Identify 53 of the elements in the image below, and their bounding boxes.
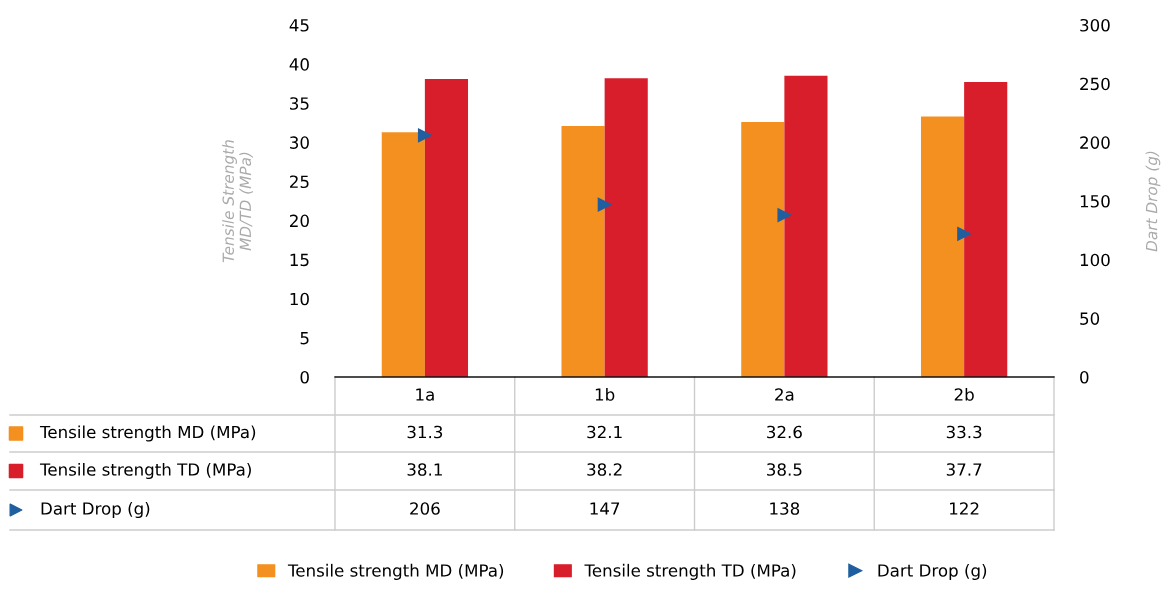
y-tick-label: 25 xyxy=(290,175,309,189)
bar xyxy=(381,132,425,377)
point xyxy=(417,128,432,143)
y-tick-label: 30 xyxy=(290,136,309,149)
bar xyxy=(920,116,965,377)
bar xyxy=(964,82,1008,377)
data-label: 32.6 xyxy=(767,425,802,439)
y-tick-label: 45 xyxy=(289,19,309,32)
y-tick-label: 10 xyxy=(290,292,309,306)
y2-tick-label: 0 xyxy=(1080,370,1089,384)
bar xyxy=(741,122,785,377)
point xyxy=(777,208,792,223)
y-tick-label: 5 xyxy=(300,332,309,345)
data-label: 138 xyxy=(770,502,800,515)
x-tick-label: 1b xyxy=(595,387,615,401)
y-axis-title: Tensile Strength MD/TD (MPa) xyxy=(222,140,253,263)
y2-tick-label: 200 xyxy=(1080,136,1110,149)
x-tick-label: 1a xyxy=(416,388,434,401)
text: Dart Drop (g) xyxy=(41,501,150,519)
y-tick-label: 15 xyxy=(290,253,309,267)
bar xyxy=(784,75,828,377)
y2-tick-label: 250 xyxy=(1080,77,1110,91)
point xyxy=(957,226,972,241)
data-label: 38.2 xyxy=(587,463,622,476)
bar xyxy=(561,125,605,377)
text: Tensile strength TD (MPa) xyxy=(39,462,251,480)
data-label: 206 xyxy=(410,502,440,515)
text: Tensile strength MD (MPa) xyxy=(287,563,504,580)
y-tick-label: 20 xyxy=(290,214,309,228)
data-label: 31.3 xyxy=(407,425,443,439)
data-label: 32.1 xyxy=(587,425,622,439)
y2-tick-label: 50 xyxy=(1080,312,1100,325)
legend-label: Dart Drop (g) xyxy=(878,563,987,580)
y-tick-label: 0 xyxy=(300,370,309,384)
data-label: 147 xyxy=(590,502,620,515)
y-tick-label: 35 xyxy=(290,97,309,110)
x-tick-label: 2b xyxy=(954,387,974,401)
data-label: 38.5 xyxy=(767,463,802,476)
data-label: 38.1 xyxy=(407,463,442,476)
x-tick-label: 2a xyxy=(775,388,794,401)
data-label: 33.3 xyxy=(946,425,982,439)
y-tick-label: 40 xyxy=(289,58,309,71)
bar xyxy=(604,78,648,377)
data-label: 37.7 xyxy=(946,463,982,476)
point xyxy=(597,197,612,212)
y2-axis-title: Dart Drop (g) xyxy=(1145,151,1161,252)
y2-tick-label: 100 xyxy=(1080,253,1110,267)
data-label: 122 xyxy=(950,502,979,515)
bar xyxy=(424,78,469,377)
y2-tick-label: 150 xyxy=(1080,194,1110,208)
legend-label: Tensile strength MD (MPa) xyxy=(39,425,256,442)
legend-label: Tensile strength TD (MPa) xyxy=(584,563,796,580)
y2-tick-label: 300 xyxy=(1080,18,1110,32)
